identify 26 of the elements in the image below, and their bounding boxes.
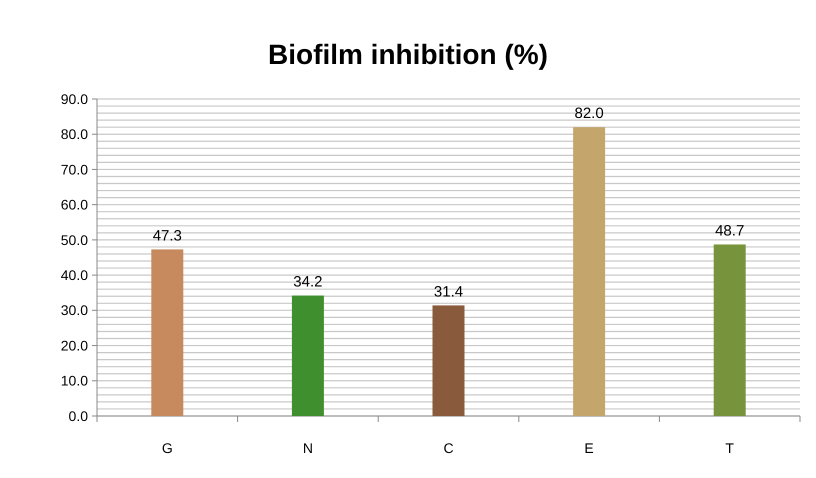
- y-tick-label: 70.0: [60, 161, 88, 178]
- bar: [573, 127, 606, 416]
- x-tick-label: E: [584, 440, 594, 456]
- y-tick-label: 50.0: [60, 232, 88, 248]
- y-tick-label: 30.0: [60, 302, 88, 318]
- y-tick-label: 10.0: [60, 372, 88, 389]
- data-label: 82.0: [574, 105, 604, 122]
- data-label: 34.2: [293, 274, 322, 291]
- y-tick-label: 60.0: [60, 196, 88, 213]
- x-tick-label: N: [302, 440, 313, 456]
- data-label: 48.7: [715, 222, 744, 240]
- bar: [292, 296, 324, 416]
- y-tick-label: 20.0: [60, 337, 88, 354]
- data-label: 31.4: [434, 283, 464, 300]
- bar: [151, 249, 184, 416]
- bar: [432, 305, 464, 416]
- y-tick-label: 90.0: [60, 90, 88, 107]
- x-tick-label: G: [162, 440, 173, 456]
- y-tick-label: 80.0: [60, 126, 88, 142]
- y-tick-label: 0.0: [68, 408, 88, 424]
- y-tick-label: 40.0: [60, 267, 88, 284]
- bar: [714, 244, 746, 416]
- chart-title: Biofilm inhibition (%): [268, 39, 548, 70]
- x-tick-label: C: [443, 440, 454, 456]
- data-label: 47.3: [152, 227, 182, 244]
- x-tick-label: T: [725, 440, 734, 456]
